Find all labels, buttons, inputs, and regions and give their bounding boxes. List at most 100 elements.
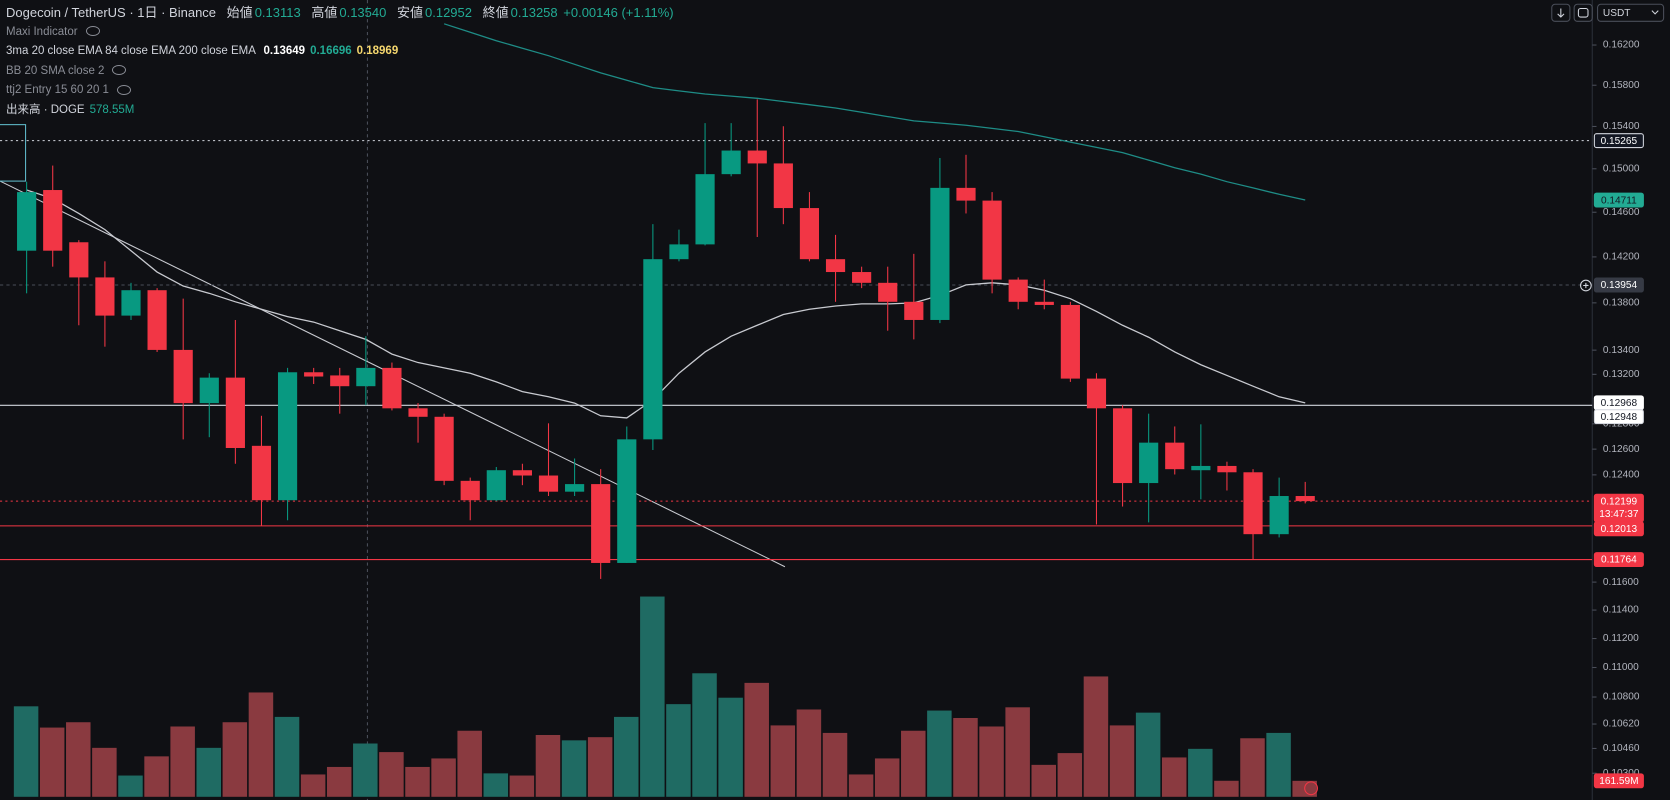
volume-bar: [1057, 753, 1083, 797]
price-badge-label: 0.13954: [1601, 280, 1638, 291]
volume-bar: [1005, 707, 1030, 797]
indicator-row[interactable]: Maxi Indicator: [6, 23, 674, 43]
candle-body: [251, 445, 272, 501]
indicator-row[interactable]: BB 20 SMA close 2: [6, 62, 674, 82]
volume-bar: [144, 756, 169, 797]
candle-body: [95, 277, 115, 316]
eye-icon[interactable]: [85, 26, 100, 37]
symbol: Dogecoin / TetherUS · 1日 · Binance: [6, 5, 217, 20]
y-tick-label: 0.15000: [1603, 163, 1640, 174]
volume-bar: [640, 596, 665, 797]
volume-bar: [770, 725, 796, 797]
volume-bar: [1188, 748, 1213, 797]
legend-panel: Dogecoin / TetherUS · 1日 · Binance 始値 0.1…: [6, 3, 674, 120]
candle-body: [434, 416, 454, 481]
candle-body: [852, 272, 872, 283]
candle-body: [277, 372, 298, 501]
volume-bar: [66, 722, 91, 797]
reset-button[interactable]: [1573, 3, 1593, 22]
indicator-line: [443, 23, 1306, 201]
y-tick-label: 0.12600: [1603, 444, 1640, 455]
crosshair-plus-icon[interactable]: [1580, 279, 1592, 292]
ohlc-label: 始値: [226, 5, 253, 20]
change: +0.00146 (+1.11%): [563, 5, 674, 20]
currency-select[interactable]: [1597, 3, 1665, 22]
volume-bar: [1083, 676, 1109, 797]
volume-bar: [379, 752, 404, 797]
price-badge-label: 0.12013: [1601, 524, 1638, 535]
drawing-box: [0, 124, 27, 182]
volume-bar: [718, 697, 743, 797]
volume-bar: [326, 766, 352, 797]
candle-body: [173, 349, 193, 404]
scroll-icon: [1557, 8, 1565, 18]
candle-body: [1112, 408, 1133, 484]
volume-bar: [274, 716, 300, 797]
candle-body: [904, 301, 924, 320]
volume-bar: [13, 706, 39, 797]
volume-bar: [848, 774, 874, 797]
candle-body: [1139, 442, 1159, 484]
price-badge: [1593, 277, 1644, 293]
indicator-value: 0.16696: [310, 45, 352, 57]
indicator-row[interactable]: 3ma 20 close EMA 84 close EMA 200 close …: [6, 42, 674, 62]
indicator-value: 0.13649: [263, 45, 306, 57]
candle-body: [1295, 496, 1315, 502]
volume-bar: [1161, 757, 1187, 797]
candle-body: [486, 470, 506, 501]
y-tick-label: 0.13200: [1603, 369, 1640, 380]
candle-body: [69, 242, 89, 278]
indicator-name: ttj2 Entry 15 60 20 1: [6, 84, 109, 96]
volume-bar: [927, 710, 952, 797]
candle-body: [669, 244, 689, 260]
scroll-button[interactable]: [1551, 3, 1571, 22]
indicator-row[interactable]: ttj2 Entry 15 60 20 1: [6, 81, 674, 101]
ohlc-value: 0.13113: [254, 5, 301, 20]
volume-bar: [118, 775, 143, 797]
volume-bar: [692, 673, 717, 797]
volume-bar: [1266, 732, 1291, 797]
indicator-row[interactable]: 出来高 · DOGE 578.55M: [6, 101, 674, 121]
candle-body: [356, 367, 376, 387]
candle-body: [930, 187, 950, 320]
price-badge-label: 0.12199: [1601, 496, 1638, 507]
y-tick-label: 0.11000: [1603, 662, 1639, 673]
price-badge-label: 0.15265: [1601, 136, 1638, 147]
crosshair-plus: [1583, 282, 1589, 289]
volume-bar: [483, 773, 509, 797]
volume-bar: [457, 730, 482, 797]
candle-body: [773, 163, 793, 209]
candle-body: [382, 367, 402, 409]
candle-body: [17, 192, 37, 251]
ohlc-value: 0.13258: [510, 5, 558, 20]
candle-body: [591, 484, 611, 563]
eye-icon[interactable]: [116, 84, 131, 95]
candle-body: [225, 377, 245, 448]
volume-bar: [1214, 780, 1239, 797]
y-tick-label: 0.14600: [1603, 207, 1640, 218]
candle-body: [1243, 472, 1263, 535]
y-tick-label: 0.10620: [1603, 719, 1640, 730]
eye-icon[interactable]: [112, 65, 127, 76]
symbol-row: Dogecoin / TetherUS · 1日 · Binance 始値 0.1…: [6, 3, 674, 23]
candle-body: [1191, 465, 1211, 471]
candle-body: [565, 484, 585, 492]
alert-icon[interactable]: [1304, 781, 1319, 796]
candle-body: [147, 290, 167, 350]
candle-body: [695, 174, 715, 245]
y-tick-label: 0.12400: [1603, 470, 1640, 481]
volume-bar: [92, 747, 117, 797]
candle-body: [956, 187, 976, 201]
candle-body: [1060, 304, 1080, 379]
volume-bar: [196, 747, 221, 797]
price-badge-label: 0.12948: [1601, 412, 1638, 423]
volume-bar: [614, 716, 639, 797]
candle-body: [199, 377, 219, 404]
candle-body: [747, 150, 767, 164]
y-tick-label: 0.10800: [1603, 692, 1640, 703]
reset-icon: [1577, 7, 1589, 18]
y-tick-label: 0.10460: [1603, 743, 1640, 754]
